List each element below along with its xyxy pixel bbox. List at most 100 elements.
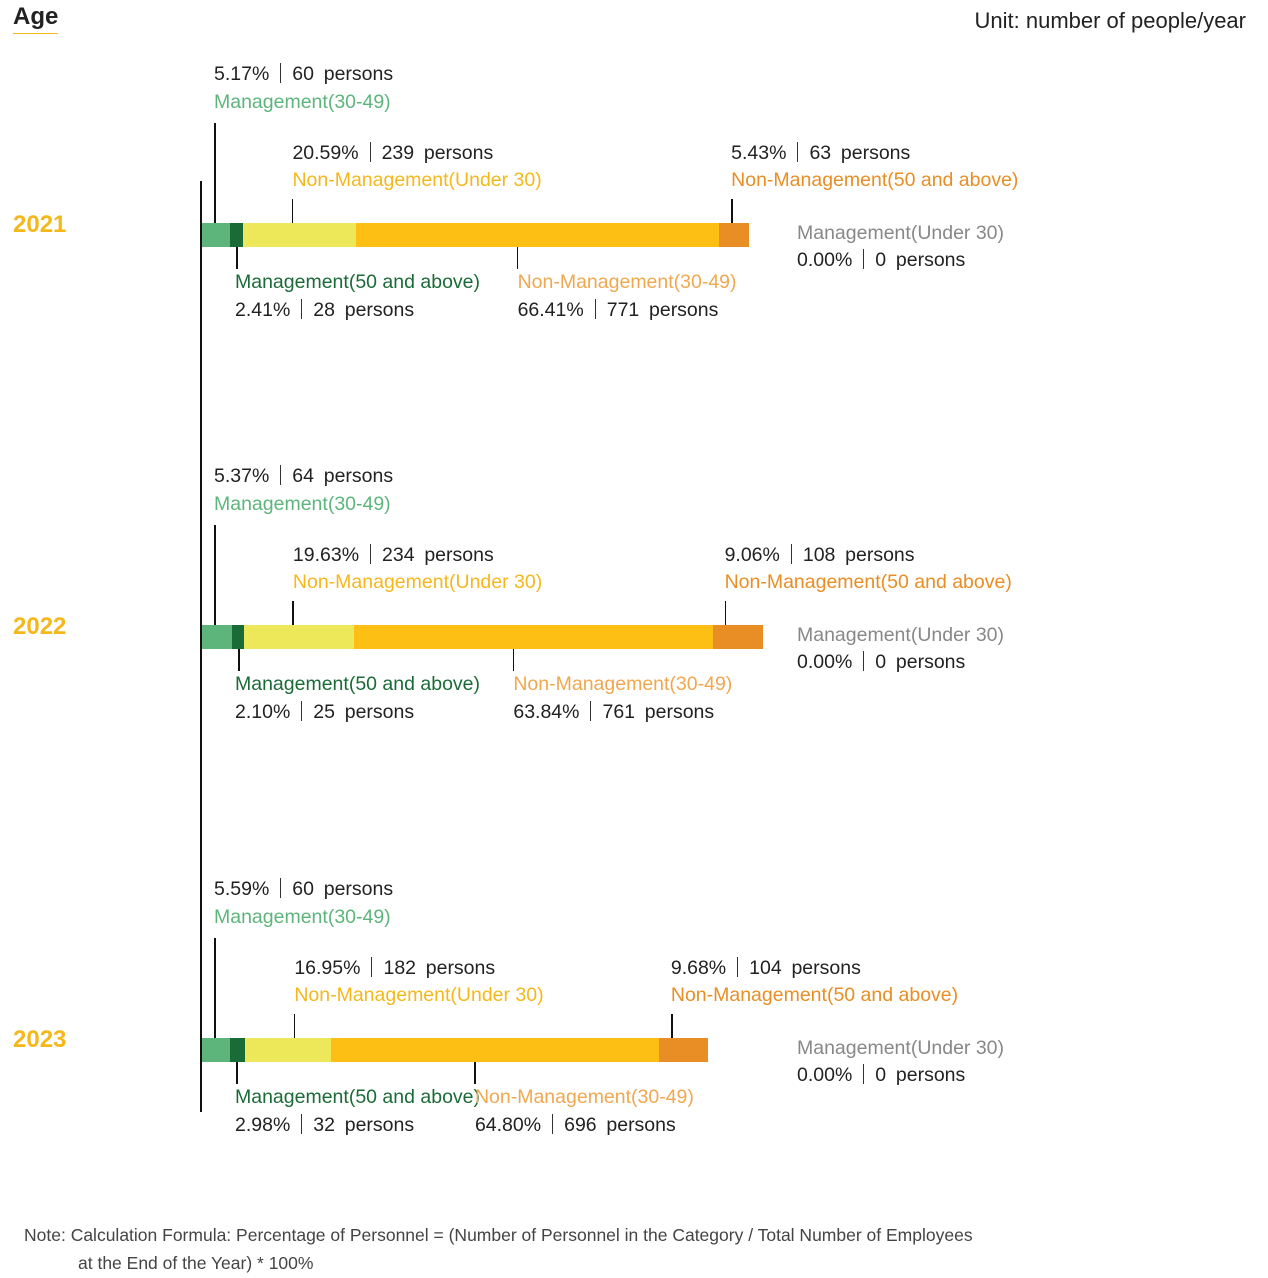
percent-value: 63.84% [513, 701, 580, 723]
percent-value: 66.41% [517, 299, 584, 321]
value-non-management-30-49-2022: 63.84% 761 persons [513, 699, 714, 726]
value-management-under30-2021: 0.00% 0 persons [797, 247, 965, 274]
tick-non-management-50-2021 [731, 199, 733, 223]
persons-value: 0 persons [875, 1064, 966, 1086]
percent-value: 64.80% [474, 1114, 542, 1136]
name-non-management-under30-2022: Non-Management(Under 30) [292, 571, 543, 593]
bar-segment-n3049-2021 [356, 223, 720, 247]
name-management-50-2021: Management(50 and above) [235, 271, 480, 293]
percent-value: 20.59% [292, 142, 359, 164]
persons-value: 239 persons [381, 142, 494, 164]
footnote-line-1: Note: Calculation Formula: Percentage of… [24, 1225, 973, 1245]
bar-segment-m3049-2023 [202, 1038, 231, 1062]
percent-value: 2.98% [235, 1114, 291, 1136]
bar-segment-n50-2021 [719, 223, 749, 247]
value-management-30-49-2021: 5.17% 60 persons [214, 61, 393, 88]
percent-value: 5.17% [214, 63, 270, 85]
year-label-2021: 2021 [13, 211, 67, 238]
percent-value: 16.95% [294, 957, 361, 979]
value-non-management-30-49-2021: 66.41% 771 persons [517, 297, 719, 324]
separator [552, 1114, 554, 1134]
percent-value: 0.00% [797, 651, 853, 673]
tick-non-management-under30-2023 [293, 1014, 296, 1038]
value-non-management-50-2022: 9.06% 108 persons [725, 542, 915, 569]
separator [371, 957, 373, 977]
separator [737, 957, 739, 977]
bar-segment-nu30-2022 [243, 625, 355, 649]
bar-segment-nu30-2021 [243, 223, 356, 247]
name-non-management-30-49-2023: Non-Management(30-49) [474, 1086, 694, 1108]
percent-value: 0.00% [797, 1064, 853, 1086]
name-management-30-49-2021: Management(30-49) [214, 91, 391, 113]
persons-value: 0 persons [875, 249, 966, 271]
value-non-management-under30-2021: 20.59% 239 persons [292, 140, 493, 167]
year-label-2023: 2023 [13, 1026, 67, 1053]
percent-value: 2.10% [235, 701, 291, 723]
tick-non-management-30-49-2021 [516, 247, 519, 269]
tick-non-management-under30-2021 [291, 199, 294, 223]
persons-value: 63 persons [809, 142, 911, 164]
value-non-management-30-49-2023: 64.80% 696 persons [475, 1112, 676, 1139]
value-management-30-49-2023: 5.59% 60 persons [214, 876, 393, 903]
persons-value: 761 persons [602, 701, 715, 723]
persons-value: 104 persons [749, 957, 861, 979]
bar-segment-n50-2022 [712, 625, 764, 649]
bar-segment-m50-2023 [230, 1038, 246, 1062]
unit-label: Unit: number of people/year [974, 8, 1247, 33]
bar-segment-m50-2021 [230, 223, 244, 247]
name-non-management-30-49-2022: Non-Management(30-49) [513, 673, 733, 695]
separator [301, 299, 303, 319]
percent-value: 5.59% [214, 878, 270, 900]
value-non-management-50-2021: 5.43% 63 persons [731, 140, 910, 167]
name-non-management-30-49-2021: Non-Management(30-49) [517, 271, 737, 293]
tick-non-management-50-2023 [671, 1014, 673, 1038]
value-non-management-under30-2023: 16.95% 182 persons [294, 955, 495, 982]
separator [280, 63, 282, 83]
bar-segment-n50-2023 [658, 1038, 708, 1062]
persons-value: 234 persons [382, 544, 494, 566]
tick-non-management-under30-2022 [292, 601, 294, 625]
persons-value: 771 persons [606, 299, 719, 321]
name-non-management-under30-2023: Non-Management(Under 30) [294, 984, 544, 1006]
value-management-50-2021: 2.41% 28 persons [235, 297, 414, 324]
tick-management-50-2023 [236, 1062, 239, 1084]
footnote: Note: Calculation Formula: Percentage of… [24, 1221, 973, 1277]
name-management-under30-2023: Management(Under 30) [797, 1037, 1005, 1059]
name-management-30-49-2022: Management(30-49) [214, 493, 391, 515]
percent-value: 2.41% [235, 299, 291, 321]
y-axis-line [200, 181, 202, 1112]
separator [790, 544, 792, 564]
persons-value: 32 persons [313, 1114, 415, 1136]
value-management-under30-2022: 0.00% 0 persons [797, 649, 965, 676]
name-management-50-2023: Management(50 and above) [235, 1086, 480, 1108]
persons-value: 60 persons [292, 63, 394, 85]
persons-value: 25 persons [313, 701, 415, 723]
tick-management-50-2022 [238, 649, 240, 671]
percent-value: 9.68% [670, 957, 727, 979]
persons-value: 0 persons [875, 651, 966, 673]
bar-segment-n3049-2022 [354, 625, 713, 649]
persons-value: 60 persons [292, 878, 394, 900]
tick-management-30-49-2023 [214, 938, 216, 1038]
value-management-under30-2023: 0.00% 0 persons [797, 1062, 965, 1089]
separator [301, 1114, 303, 1134]
name-management-under30-2022: Management(Under 30) [797, 624, 1005, 646]
name-management-50-2022: Management(50 and above) [235, 673, 480, 695]
value-non-management-50-2023: 9.68% 104 persons [671, 955, 861, 982]
value-management-50-2022: 2.10% 25 persons [235, 699, 414, 726]
name-management-30-49-2023: Management(30-49) [214, 906, 391, 928]
bar-segment-m3049-2021 [202, 223, 231, 247]
separator [863, 1064, 865, 1084]
tick-management-50-2021 [236, 247, 239, 269]
value-management-50-2023: 2.98% 32 persons [235, 1112, 414, 1139]
year-label-2022: 2022 [13, 613, 67, 640]
name-management-under30-2021: Management(Under 30) [797, 222, 1005, 244]
footnote-line-2: at the End of the Year) * 100% [78, 1253, 314, 1273]
separator [594, 299, 596, 319]
chart-title: Age [13, 2, 59, 34]
bar-segment-m50-2022 [232, 625, 244, 649]
separator [590, 701, 592, 721]
tick-non-management-30-49-2022 [512, 649, 515, 671]
percent-value: 0.00% [797, 249, 853, 271]
bar-segment-n3049-2023 [331, 1038, 659, 1062]
